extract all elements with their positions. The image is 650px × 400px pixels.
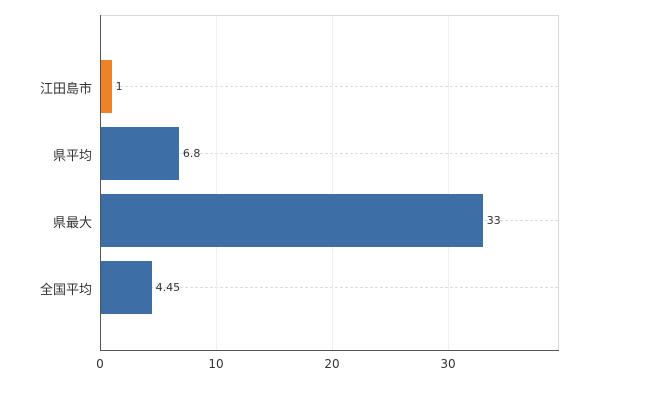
v-gridline (332, 15, 333, 350)
x-tick-label: 0 (96, 357, 104, 371)
category-label: 江田島市 (39, 82, 92, 97)
bar-value-label: 6.8 (182, 147, 201, 160)
plot-area: 1 6.8 33 4.45 (100, 15, 558, 350)
x-tick-label: 20 (324, 357, 340, 371)
h-gridline (100, 153, 558, 154)
h-gridline (100, 287, 558, 288)
bar-0 (100, 59, 112, 113)
category-label: 県平均 (52, 149, 92, 164)
x-tick-label: 10 (208, 357, 224, 371)
bar-2 (100, 193, 483, 247)
bar-value-label: 33 (486, 214, 501, 227)
v-gridline (216, 15, 217, 350)
category-label: 全国平均 (39, 283, 92, 298)
x-tick-label: 30 (440, 357, 456, 371)
bar-value-label: 4.45 (155, 281, 181, 294)
plot-border-top (100, 15, 558, 16)
bar-1 (100, 126, 179, 180)
h-gridline (100, 86, 558, 87)
bar-3 (100, 260, 152, 314)
bar-value-label: 1 (115, 80, 123, 93)
x-axis-line (100, 350, 559, 351)
y-axis-line (100, 15, 101, 351)
v-gridline (448, 15, 449, 350)
plot-border-right (558, 15, 559, 350)
category-label: 県最大 (52, 216, 92, 231)
